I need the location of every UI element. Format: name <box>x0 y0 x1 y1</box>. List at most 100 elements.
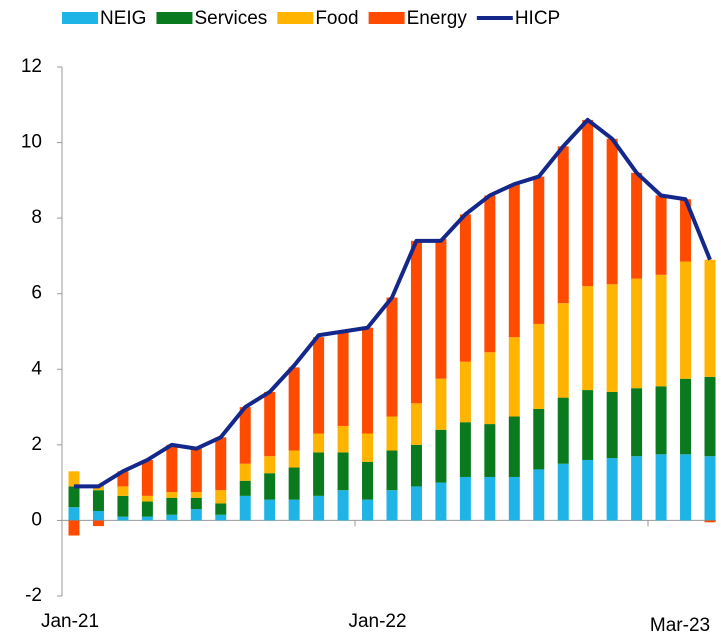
bar <box>190 492 202 498</box>
bar <box>68 486 80 508</box>
y-tick-label: 2 <box>31 434 42 455</box>
bar <box>166 514 178 521</box>
bar <box>606 391 618 459</box>
bar <box>508 184 520 338</box>
y-tick-label: -2 <box>25 585 42 606</box>
bar <box>557 397 569 464</box>
bar <box>264 391 276 457</box>
bar <box>313 433 325 453</box>
legend-swatch <box>277 12 314 24</box>
bar <box>337 425 349 453</box>
bar <box>508 337 520 417</box>
bar <box>704 456 716 521</box>
bar <box>459 214 471 362</box>
bar <box>533 408 545 470</box>
bar <box>313 495 325 521</box>
bar <box>655 274 667 387</box>
bar <box>141 516 153 521</box>
bar <box>557 303 569 398</box>
bar <box>410 444 422 487</box>
bar <box>239 495 251 521</box>
bar <box>337 452 349 491</box>
legend-label: Services <box>194 8 267 29</box>
bar <box>459 361 471 423</box>
legend-label: NEIG <box>100 8 146 29</box>
bar <box>435 378 447 430</box>
x-tick-label: Mar-23 <box>650 615 710 636</box>
bar <box>582 459 594 521</box>
bar <box>680 454 692 521</box>
bar <box>264 473 276 500</box>
bar <box>288 467 300 500</box>
bar <box>655 195 667 275</box>
y-tick-label: 6 <box>31 283 42 304</box>
bar <box>190 497 202 510</box>
bar <box>680 378 692 455</box>
bar <box>533 176 545 324</box>
bar <box>337 331 349 426</box>
bar <box>190 448 202 493</box>
y-tick-label: 10 <box>21 132 42 153</box>
bar <box>606 458 618 521</box>
bar <box>435 482 447 521</box>
bar <box>337 490 349 521</box>
y-tick-label: 12 <box>21 56 42 77</box>
bar <box>264 456 276 474</box>
bar <box>582 286 594 391</box>
bar <box>582 119 594 287</box>
bar <box>704 520 716 523</box>
bar <box>215 503 227 515</box>
bar <box>606 284 618 392</box>
x-tick-label: Jan-22 <box>348 611 406 632</box>
bar <box>239 463 251 481</box>
bar <box>362 499 374 521</box>
bar <box>557 463 569 521</box>
legend-label: Food <box>315 8 358 29</box>
bar <box>704 376 716 457</box>
bar <box>680 199 692 262</box>
bar <box>239 407 251 464</box>
legend-label: HICP <box>515 8 560 29</box>
bar <box>117 486 129 496</box>
bar <box>557 146 569 304</box>
bar <box>386 297 398 417</box>
bar <box>362 433 374 462</box>
legend-swatch <box>156 12 193 24</box>
legend-swatch <box>368 12 405 24</box>
bar <box>117 516 129 521</box>
bar <box>655 454 667 521</box>
bar <box>190 509 202 521</box>
bar <box>117 471 129 487</box>
bar <box>680 261 692 379</box>
bar <box>288 499 300 521</box>
bar <box>362 327 374 434</box>
bar <box>264 499 276 521</box>
bar <box>215 490 227 504</box>
bar <box>215 514 227 521</box>
bar <box>459 422 471 477</box>
bar <box>313 452 325 496</box>
bar <box>655 386 667 455</box>
bar <box>141 501 153 517</box>
bar <box>288 367 300 451</box>
bar <box>166 492 178 498</box>
bar <box>704 259 716 377</box>
bar <box>92 510 104 521</box>
bar <box>484 195 496 353</box>
bar <box>508 476 520 521</box>
bar <box>484 476 496 521</box>
bar <box>141 459 153 496</box>
bar <box>435 429 447 483</box>
bar <box>68 507 80 521</box>
bar <box>215 437 227 491</box>
bar <box>68 520 80 536</box>
bar <box>533 469 545 521</box>
bar <box>484 352 496 425</box>
bar <box>410 486 422 521</box>
bar <box>631 278 643 389</box>
legend-label: Energy <box>407 8 468 29</box>
bar <box>92 520 104 527</box>
bar <box>386 416 398 451</box>
